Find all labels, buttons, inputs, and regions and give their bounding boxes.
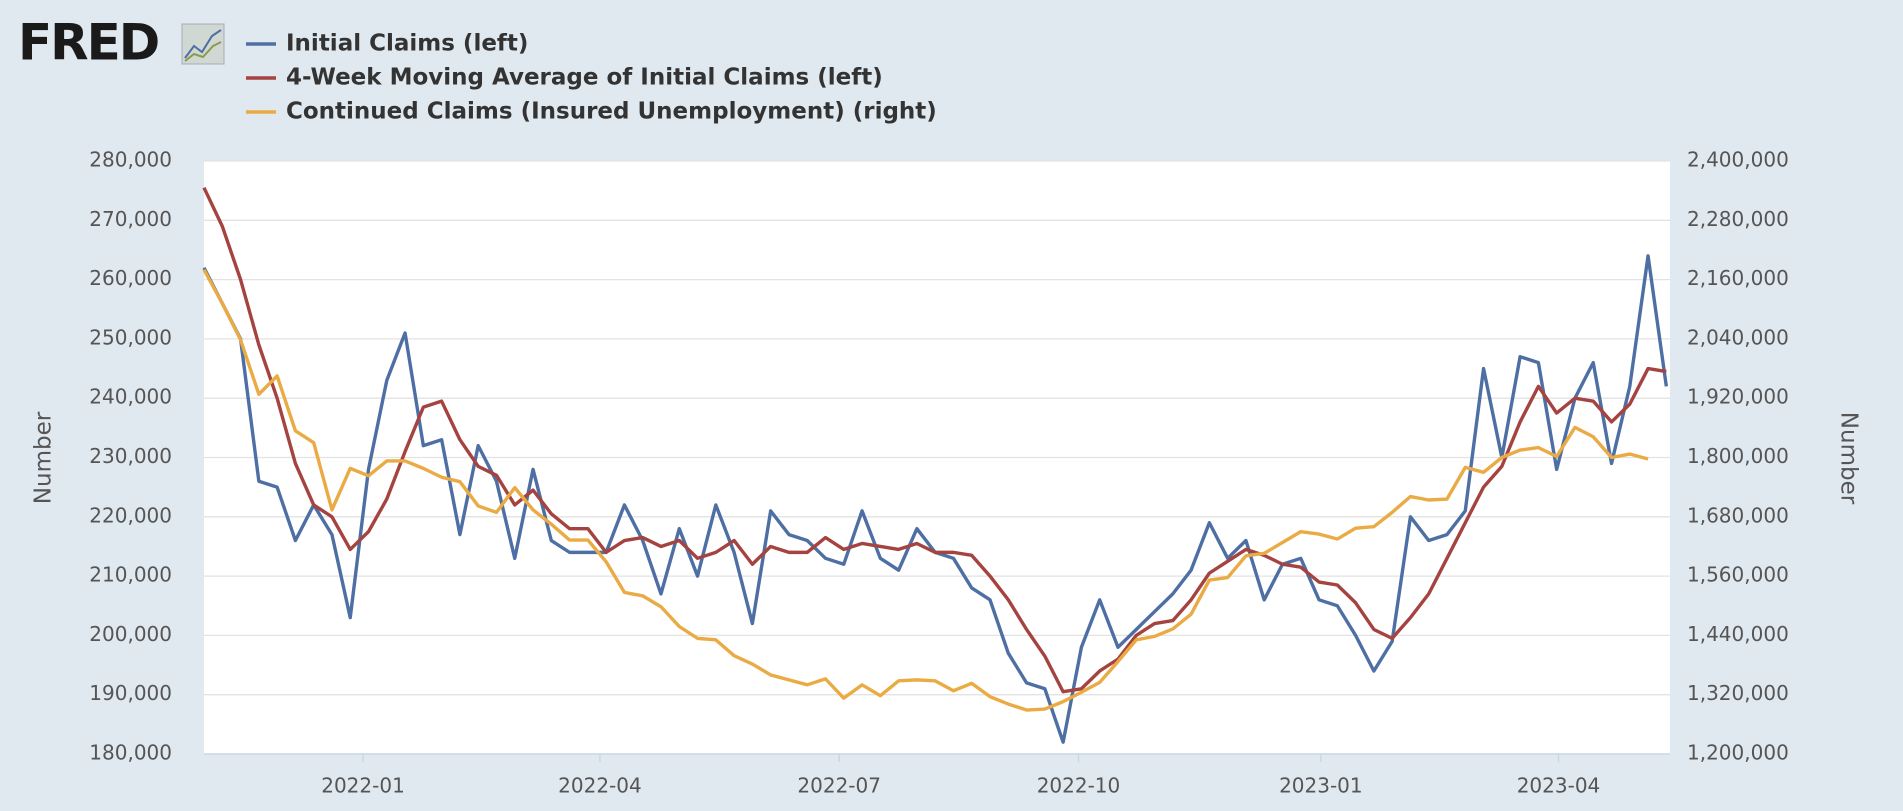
y-tick-label: 280,000 bbox=[89, 148, 172, 172]
x-tick-label: 2022-10 bbox=[1037, 774, 1121, 798]
logo-icon bbox=[181, 23, 225, 65]
y-tick-label: 180,000 bbox=[89, 741, 172, 765]
y-tick-label: 190,000 bbox=[89, 681, 172, 705]
logo: FRED bbox=[18, 14, 158, 72]
x-tick-label: 2022-04 bbox=[558, 774, 642, 798]
legend-label: 4-Week Moving Average of Initial Claims … bbox=[286, 65, 883, 91]
y2-tick-label: 2,280,000 bbox=[1687, 207, 1789, 231]
y2-tick-label: 1,920,000 bbox=[1687, 385, 1789, 409]
y2-tick-label: 1,560,000 bbox=[1687, 563, 1789, 587]
y2-tick-label: 1,800,000 bbox=[1687, 444, 1789, 468]
y2-tick-label: 1,320,000 bbox=[1687, 681, 1789, 705]
y-tick-label: 230,000 bbox=[89, 444, 172, 468]
y2-tick-label: 2,040,000 bbox=[1687, 325, 1789, 349]
x-tick-label: 2022-01 bbox=[321, 774, 405, 798]
legend-label: Continued Claims (Insured Unemployment) … bbox=[286, 99, 937, 125]
x-tick-label: 2023-01 bbox=[1279, 774, 1363, 798]
y2-tick-label: 1,680,000 bbox=[1687, 503, 1789, 527]
y2-tick-label: 2,400,000 bbox=[1687, 148, 1789, 172]
y-tick-label: 250,000 bbox=[89, 325, 172, 349]
y-tick-label: 210,000 bbox=[89, 563, 172, 587]
series-line bbox=[202, 186, 1667, 694]
x-tick-label: 2022-07 bbox=[797, 774, 881, 798]
y-axis-title: Number bbox=[31, 411, 57, 504]
y-tick-label: 270,000 bbox=[89, 207, 172, 231]
y2-tick-label: 1,200,000 bbox=[1687, 741, 1789, 765]
y-tick-label: 200,000 bbox=[89, 622, 172, 646]
legend-label: Initial Claims (left) bbox=[286, 31, 528, 57]
y-tick-label: 260,000 bbox=[89, 266, 172, 290]
series-line bbox=[202, 268, 1649, 712]
x-tick-label: 2023-04 bbox=[1517, 774, 1601, 798]
y2-axis-title: Number bbox=[1836, 412, 1862, 505]
y2-tick-label: 2,160,000 bbox=[1687, 266, 1789, 290]
y-tick-label: 240,000 bbox=[89, 385, 172, 409]
y2-tick-label: 1,440,000 bbox=[1687, 622, 1789, 646]
y-tick-label: 220,000 bbox=[89, 503, 172, 527]
